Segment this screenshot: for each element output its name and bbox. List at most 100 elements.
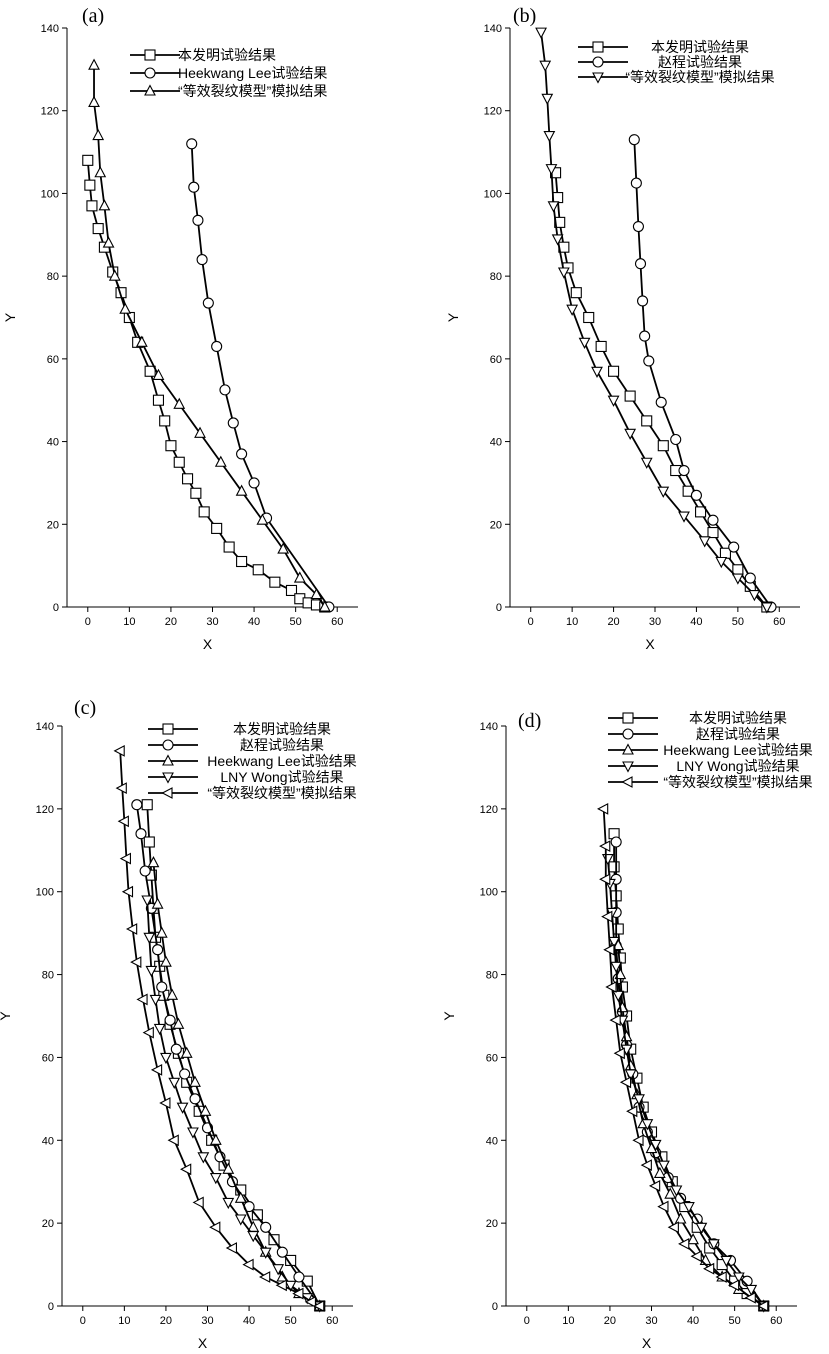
- data-point: [82, 154, 94, 166]
- data-point: [269, 576, 281, 588]
- data-point: [657, 440, 669, 452]
- panel-label: (c): [74, 697, 96, 719]
- series-line: [119, 750, 321, 1307]
- data-point: [760, 602, 773, 614]
- data-point: [211, 340, 223, 353]
- y-tick-label: 60: [47, 354, 59, 366]
- x-tick-label: 40: [690, 616, 702, 628]
- data-point: [84, 179, 96, 191]
- data-point: [135, 335, 148, 347]
- panel-label: (b): [513, 5, 536, 27]
- y-tick-label: 120: [41, 106, 59, 118]
- y-tick-label: 120: [484, 106, 502, 118]
- data-point: [670, 433, 682, 446]
- legend-marker: [592, 72, 604, 84]
- legend-marker: [622, 712, 634, 724]
- legend-entry: LNY Wong试验结果: [676, 758, 799, 774]
- y-tick-label: 40: [490, 437, 502, 449]
- data-point: [678, 464, 690, 477]
- data-point: [748, 590, 761, 602]
- series-5: [597, 802, 769, 1312]
- chart-panel-c: 0 10 20 30 40 50 60 0 20 40 60 80 100 120 140 X Y (c) 本发明试…: [0, 697, 357, 1351]
- data-point: [640, 1159, 652, 1172]
- legend-marker: [162, 723, 174, 735]
- data-point: [152, 368, 165, 380]
- data-point: [247, 1231, 260, 1243]
- y-tick-label: 60: [42, 1052, 54, 1064]
- y-tick-label: 20: [486, 1218, 498, 1230]
- data-point: [88, 58, 100, 70]
- data-point: [641, 415, 653, 427]
- y-tick-label: 0: [492, 1301, 498, 1313]
- y-axis-title: Y: [2, 312, 18, 322]
- data-point: [552, 192, 564, 204]
- data-point: [167, 1134, 179, 1147]
- data-point: [150, 1063, 163, 1076]
- data-point: [147, 856, 160, 868]
- data-point: [745, 1284, 758, 1297]
- data-point: [139, 865, 151, 877]
- data-point: [209, 1221, 221, 1234]
- legend-entry: 赵程试验结果: [658, 54, 742, 70]
- series-2: [186, 138, 335, 613]
- data-point: [690, 489, 702, 501]
- y-tick-label: 140: [41, 23, 59, 35]
- data-point: [653, 1166, 666, 1178]
- data-point: [143, 836, 155, 848]
- data-point: [608, 365, 620, 377]
- data-point: [199, 1104, 212, 1116]
- data-point: [649, 1139, 662, 1152]
- data-point: [293, 1271, 305, 1283]
- data-point: [223, 541, 235, 553]
- x-tick-label: 10: [123, 616, 135, 628]
- y-tick-label: 140: [36, 721, 54, 733]
- legend-entry: Heekwang Lee试验结果: [207, 753, 356, 769]
- data-point: [715, 556, 728, 569]
- data-point: [149, 994, 162, 1007]
- data-point: [125, 923, 138, 935]
- legend-entry: 本发明试验结果: [178, 47, 276, 63]
- data-point: [222, 1197, 235, 1210]
- data-point: [632, 1134, 644, 1147]
- x-tick-label: 60: [773, 616, 785, 628]
- data-point: [757, 1300, 769, 1312]
- series-line: [613, 833, 765, 1307]
- data-point: [293, 571, 306, 583]
- series-1: [82, 154, 331, 613]
- data-point: [624, 428, 637, 440]
- series-line: [152, 862, 321, 1307]
- data-point: [658, 1160, 670, 1172]
- data-point: [728, 541, 740, 553]
- data-point: [143, 932, 156, 944]
- chart-panel-b: 0 10 20 30 40 50 60 0 20 40 60 80 100 120 140 X Y (b) 本发明试…: [445, 5, 800, 652]
- data-point: [170, 1043, 182, 1055]
- data-point: [152, 944, 164, 956]
- legend-entry: 本发明试验结果: [651, 39, 749, 55]
- data-point: [744, 1291, 756, 1304]
- data-point: [610, 836, 622, 848]
- data-point: [164, 1014, 176, 1026]
- data-point: [102, 236, 115, 248]
- data-point: [234, 1214, 247, 1226]
- data-point: [670, 1185, 683, 1197]
- data-point: [98, 199, 111, 211]
- data-point: [172, 1017, 185, 1029]
- series-3: [88, 58, 331, 612]
- x-tick-label: 20: [604, 1315, 616, 1327]
- x-tick-label: 50: [285, 1315, 297, 1327]
- data-point: [313, 1300, 325, 1312]
- data-point: [136, 993, 148, 1006]
- data-point: [626, 1105, 638, 1118]
- x-tick-label: 40: [248, 616, 260, 628]
- legend-entry: Heekwang Lee试验结果: [178, 65, 327, 81]
- data-point: [641, 1119, 654, 1131]
- y-tick-label: 80: [42, 970, 54, 982]
- y-tick-label: 20: [42, 1218, 54, 1230]
- data-point: [159, 1097, 171, 1109]
- series-line: [93, 65, 326, 608]
- data-point: [541, 93, 554, 105]
- data-point: [557, 267, 570, 279]
- data-point: [698, 536, 711, 548]
- data-point: [731, 573, 744, 585]
- legend-entry: 本发明试验结果: [233, 721, 331, 737]
